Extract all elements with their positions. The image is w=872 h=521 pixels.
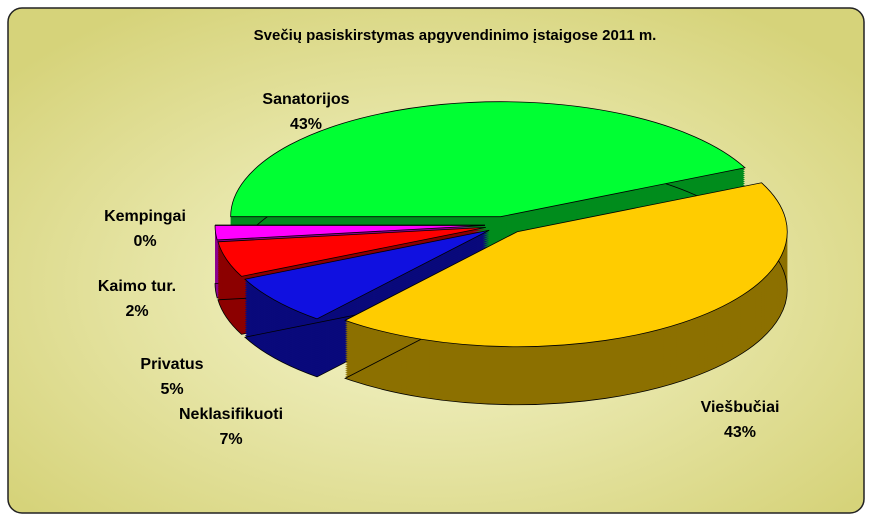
slice-value-label: 2% bbox=[125, 303, 148, 320]
slice-value-label: 43% bbox=[724, 424, 756, 441]
slice-label: Neklasifikuoti bbox=[179, 406, 283, 423]
slice-value-label: 43% bbox=[290, 116, 322, 133]
slice-label: Kaimo tur. bbox=[98, 278, 176, 295]
slice-label: Privatus bbox=[140, 356, 203, 373]
slice-value-label: 7% bbox=[219, 431, 242, 448]
slice-side-edge bbox=[214, 283, 486, 299]
slice-label: Viešbučiai bbox=[701, 399, 780, 416]
slice-side-edge bbox=[244, 287, 490, 378]
slice-value-label: 0% bbox=[133, 233, 156, 250]
slice bbox=[214, 225, 486, 241]
slice-side-edge bbox=[217, 284, 486, 335]
slice-side-edge bbox=[344, 240, 788, 406]
slice-label: Kempingai bbox=[104, 208, 186, 225]
slice bbox=[244, 229, 490, 320]
pie bbox=[214, 101, 788, 406]
slice-value-label: 5% bbox=[160, 381, 183, 398]
chart-title: Svečių pasiskirstymas apgyvendinimo įsta… bbox=[254, 27, 657, 44]
slice bbox=[344, 182, 788, 348]
slice bbox=[230, 101, 746, 218]
slice bbox=[217, 226, 486, 277]
slice-label: Sanatorijos bbox=[262, 91, 349, 108]
